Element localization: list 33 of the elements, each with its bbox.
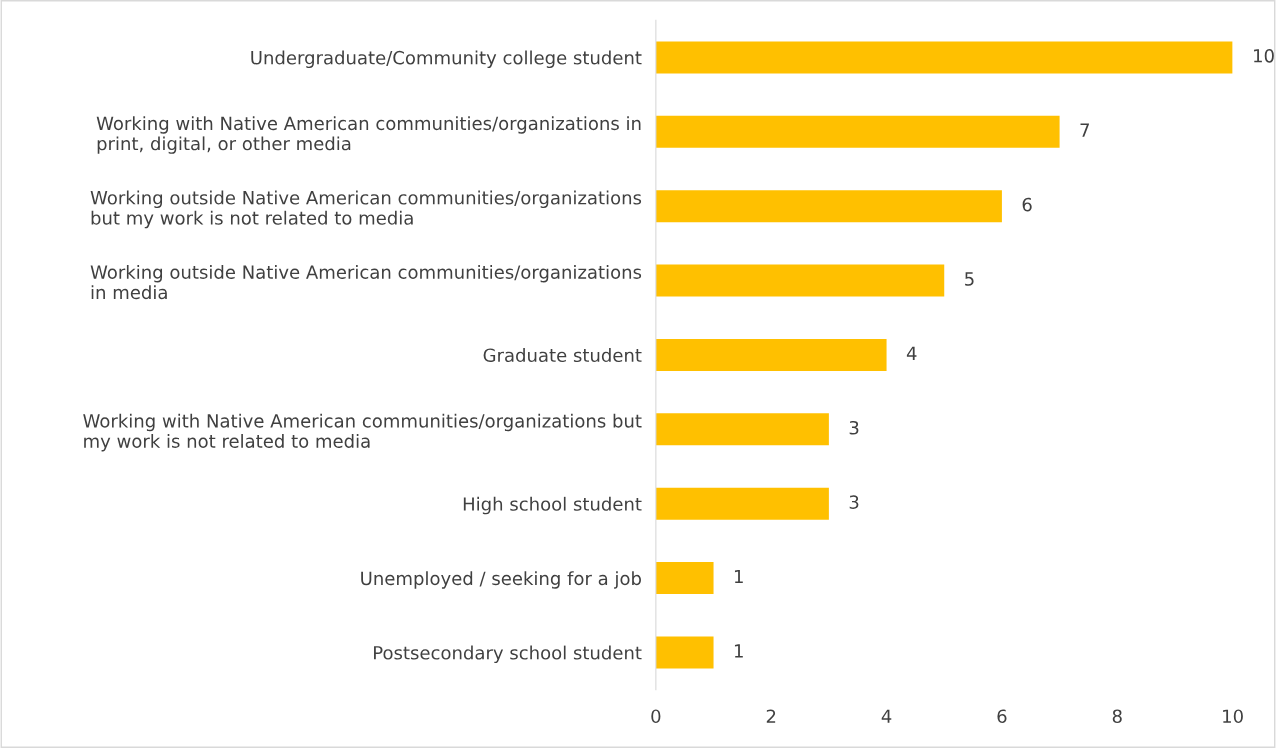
y-tick-label: Undergraduate/Community college student (251, 50, 642, 68)
data-label: 3 (849, 420, 859, 435)
bar (655, 338, 887, 371)
bar (655, 41, 1233, 74)
x-tick-label: 4 (881, 709, 892, 723)
y-tick-label: Working outside Native American communities/organizations but my work is not related to media (90, 190, 642, 229)
bar (655, 115, 1060, 148)
x-tick-label: 6 (997, 709, 1007, 724)
y-tick-label: Working outside Native American communities/organizations in media (90, 264, 642, 300)
data-label: 5 (965, 272, 974, 286)
y-tick-label: Postsecondary school student (374, 645, 642, 664)
x-tick-label: 2 (766, 709, 776, 723)
y-tick-label: Unemployed / seeking for a job (361, 571, 641, 589)
data-label: 3 (849, 495, 859, 509)
y-tick-label: High school student (463, 496, 642, 515)
data-label: 4 (906, 346, 917, 360)
y-tick-label: Working with Native American communities/organizations but my work is not related to media (83, 413, 642, 452)
bar (655, 562, 714, 595)
data-label: 1 (734, 569, 743, 584)
x-tick-label: 10 (1223, 709, 1243, 724)
bar (655, 264, 945, 297)
y-tick-label: Working with Native American communities/organizations in print, digital, or other media (96, 116, 641, 154)
data-label: 10 (1254, 48, 1274, 63)
x-tick-label: 0 (651, 709, 661, 724)
data-label: 1 (734, 644, 743, 658)
bar (655, 636, 714, 669)
data-label: 7 (1080, 123, 1089, 137)
bar (655, 413, 829, 446)
data-label: 6 (1022, 197, 1032, 212)
bar (655, 190, 1002, 223)
y-tick-label: Graduate student (483, 348, 642, 363)
bar (655, 487, 829, 520)
x-tick-label: 8 (1112, 709, 1122, 724)
